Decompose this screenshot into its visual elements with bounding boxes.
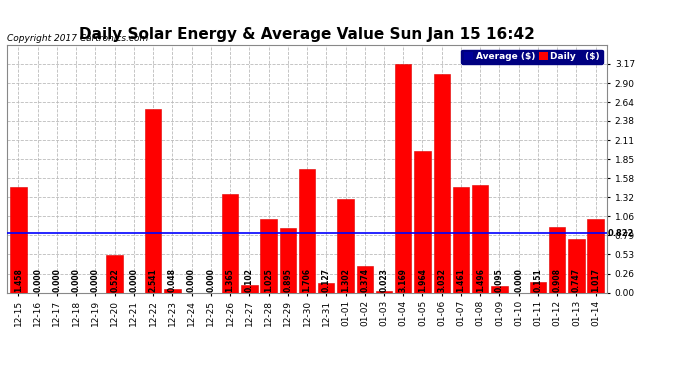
Text: 1.025: 1.025: [264, 268, 273, 292]
Bar: [491, 286, 508, 292]
Bar: [357, 266, 373, 292]
Bar: [145, 109, 161, 292]
Text: 0.822: 0.822: [607, 229, 633, 238]
Text: 1.496: 1.496: [475, 268, 484, 292]
Text: 0.908: 0.908: [553, 268, 562, 292]
Bar: [260, 219, 277, 292]
Text: 0.000: 0.000: [514, 268, 523, 292]
Text: 0.895: 0.895: [284, 268, 293, 292]
Bar: [530, 282, 546, 292]
Text: 3.169: 3.169: [399, 268, 408, 292]
Text: 0.747: 0.747: [572, 268, 581, 292]
Text: 0.102: 0.102: [245, 268, 254, 292]
Bar: [106, 255, 123, 292]
Text: 0.023: 0.023: [380, 268, 388, 292]
Text: 0.000: 0.000: [206, 268, 215, 292]
Bar: [279, 228, 296, 292]
Text: 0.127: 0.127: [322, 268, 331, 292]
Text: 0.000: 0.000: [33, 268, 42, 292]
Bar: [337, 198, 354, 292]
Text: 0.095: 0.095: [495, 268, 504, 292]
Bar: [10, 187, 27, 292]
Text: 0.151: 0.151: [533, 268, 542, 292]
Text: 1.017: 1.017: [591, 268, 600, 292]
Legend: Average ($), Daily   ($): Average ($), Daily ($): [461, 50, 602, 64]
Text: 0.000: 0.000: [187, 268, 196, 292]
Bar: [395, 64, 411, 292]
Title: Daily Solar Energy & Average Value Sun Jan 15 16:42: Daily Solar Energy & Average Value Sun J…: [79, 27, 535, 42]
Text: 3.032: 3.032: [437, 268, 446, 292]
Text: Copyright 2017 Cartronics.com: Copyright 2017 Cartronics.com: [7, 34, 148, 43]
Bar: [241, 285, 257, 292]
Bar: [318, 284, 335, 292]
Bar: [164, 289, 181, 292]
Bar: [472, 184, 489, 292]
Text: 1.964: 1.964: [418, 268, 427, 292]
Text: 0.000: 0.000: [91, 268, 100, 292]
Text: 1.458: 1.458: [14, 268, 23, 292]
Text: 1.461: 1.461: [457, 268, 466, 292]
Text: 0.522: 0.522: [110, 268, 119, 292]
Bar: [414, 151, 431, 292]
Bar: [376, 291, 392, 292]
Text: 0.374: 0.374: [360, 268, 369, 292]
Bar: [549, 227, 565, 292]
Text: 0.048: 0.048: [168, 268, 177, 292]
Text: 0.000: 0.000: [130, 268, 139, 292]
Text: 2.541: 2.541: [148, 268, 157, 292]
Bar: [587, 219, 604, 292]
Text: 1.365: 1.365: [226, 268, 235, 292]
Text: 0.000: 0.000: [72, 268, 81, 292]
Text: 1.706: 1.706: [302, 268, 312, 292]
Text: 0.000: 0.000: [52, 268, 61, 292]
Bar: [453, 187, 469, 292]
Bar: [569, 238, 584, 292]
Text: 1.302: 1.302: [341, 268, 350, 292]
Bar: [299, 170, 315, 292]
Bar: [433, 74, 450, 292]
Bar: [222, 194, 238, 292]
